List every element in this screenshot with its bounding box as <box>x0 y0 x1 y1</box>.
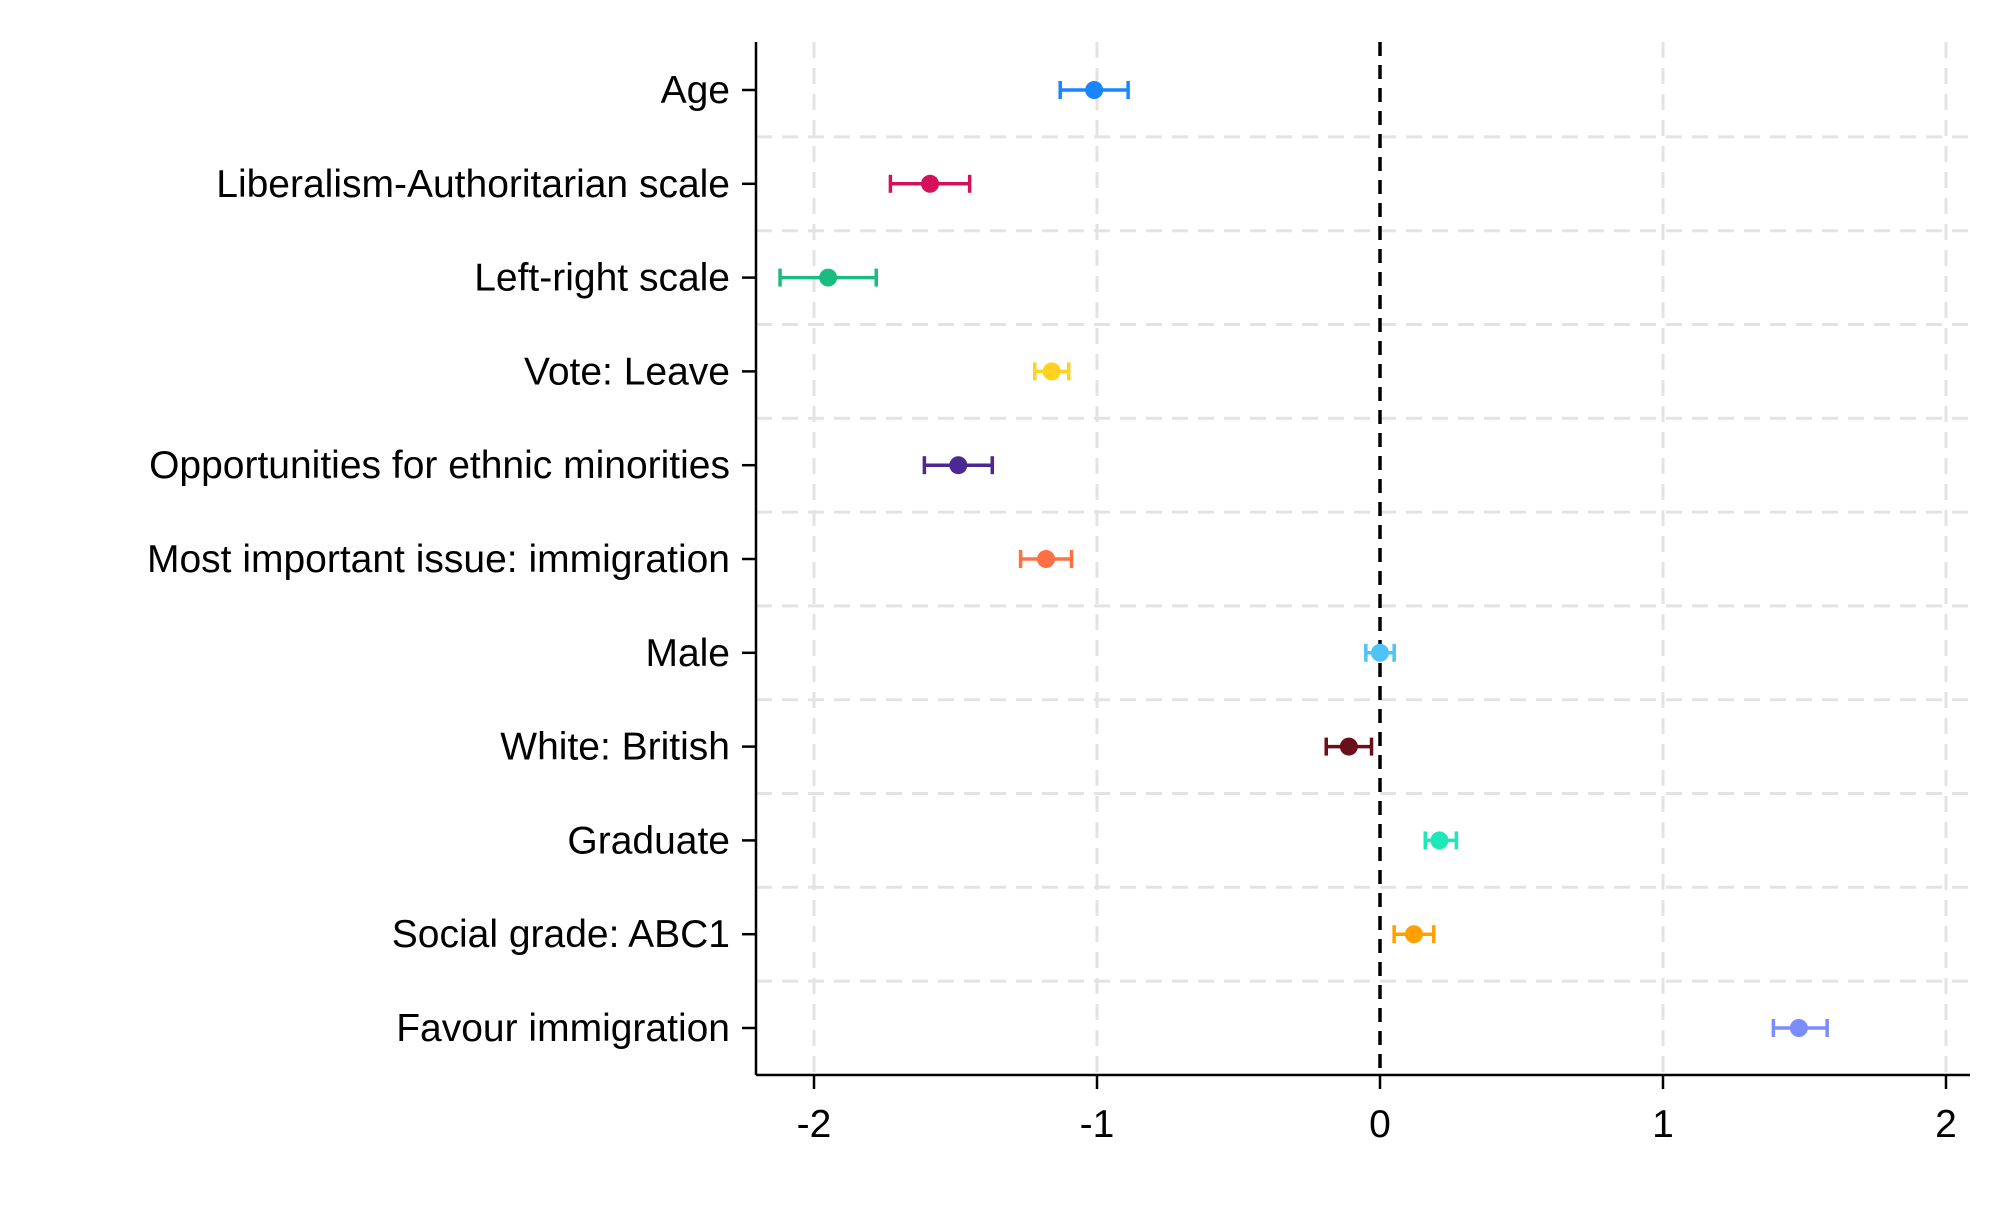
point-estimate <box>1430 831 1449 850</box>
grid-lines <box>756 42 1970 1075</box>
x-tick-label: -2 <box>797 1103 832 1146</box>
category-label: Social grade: ABC1 <box>392 913 730 956</box>
category-label: Left-right scale <box>474 257 730 300</box>
x-tick-label: -1 <box>1080 1103 1115 1146</box>
point-estimate <box>1085 81 1104 99</box>
category-label: Liberalism-Authoritarian scale <box>216 163 730 206</box>
point-estimate <box>1789 1019 1808 1037</box>
x-tick-label: 1 <box>1652 1103 1674 1146</box>
category-labels: Age Liberalism-Authoritarian scale Left-ri… <box>147 69 730 1050</box>
point-estimate <box>1371 643 1389 662</box>
x-tick-label: 0 <box>1369 1103 1391 1146</box>
point-estimate <box>921 174 940 193</box>
estimates <box>778 81 1829 1037</box>
x-tick-label: 2 <box>1935 1103 1957 1146</box>
category-label: Most important issue: immigration <box>147 538 730 581</box>
point-estimate <box>1404 925 1423 944</box>
axes <box>742 42 1970 1089</box>
point-estimate <box>819 268 838 287</box>
category-label: Favour immigration <box>396 1007 730 1050</box>
category-label: Opportunities for ethnic minorities <box>149 444 730 487</box>
category-label: White: British <box>500 726 730 769</box>
point-estimate <box>1042 362 1061 381</box>
category-label: Vote: Leave <box>524 350 730 393</box>
category-label: Age <box>661 69 730 112</box>
point-estimate <box>1037 550 1056 568</box>
point-estimate <box>949 456 968 475</box>
category-label: Male <box>645 632 730 675</box>
point-estimate <box>1339 737 1358 756</box>
x-tick-labels: -2 -1 0 1 2 <box>797 1103 1957 1146</box>
category-label: Graduate <box>567 819 730 862</box>
